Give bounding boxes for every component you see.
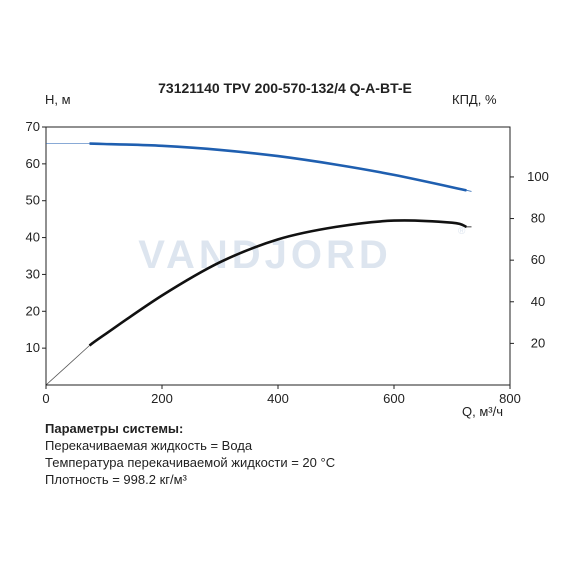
x-tick-label: 0 [42, 391, 49, 406]
efficiency-curve-extrapolated [45, 345, 90, 386]
y-right-tick-label: 100 [527, 169, 549, 184]
x-tick-label: 200 [151, 391, 173, 406]
param-fluid: Перекачиваемая жидкость = Вода [45, 438, 253, 453]
system-parameters-heading: Параметры системы: [45, 421, 184, 436]
y-left-tick-label: 40 [26, 230, 40, 245]
watermark-logo: VANDJORD [138, 233, 392, 277]
param-density: Плотность = 998.2 кг/м³ [45, 472, 187, 487]
head-curve [89, 142, 467, 192]
head-curve-end-tail [466, 190, 472, 192]
x-tick-label: 800 [499, 391, 521, 406]
efficiency-curve [88, 219, 467, 347]
y-right-tick-label: 80 [531, 211, 545, 226]
y-axis-label-left: H, м [45, 92, 71, 107]
y-left-tick-label: 10 [26, 340, 40, 355]
y-right-tick-label: 20 [531, 335, 545, 350]
y-left-tick-label: 30 [26, 266, 40, 281]
y-axis-label-right: КПД, % [452, 92, 497, 107]
y-left-tick-label: 60 [26, 156, 40, 171]
x-tick-label: 600 [383, 391, 405, 406]
y-left-tick-label: 70 [26, 119, 40, 134]
y-right-tick-label: 40 [531, 294, 545, 309]
system-parameters: Параметры системы: Перекачиваемая жидкос… [45, 420, 335, 488]
x-tick-label: 400 [267, 391, 289, 406]
param-temperature: Температура перекачиваемой жидкости = 20… [45, 455, 336, 470]
watermark-registered-mark: ® [458, 226, 466, 237]
x-axis-label: Q, м³/ч [462, 404, 503, 419]
y-left-tick-label: 50 [26, 193, 40, 208]
chart-title: 73121140 TPV 200-570-132/4 Q-A-BT-E [158, 80, 412, 96]
y-right-tick-label: 60 [531, 252, 545, 267]
y-left-tick-label: 20 [26, 303, 40, 318]
